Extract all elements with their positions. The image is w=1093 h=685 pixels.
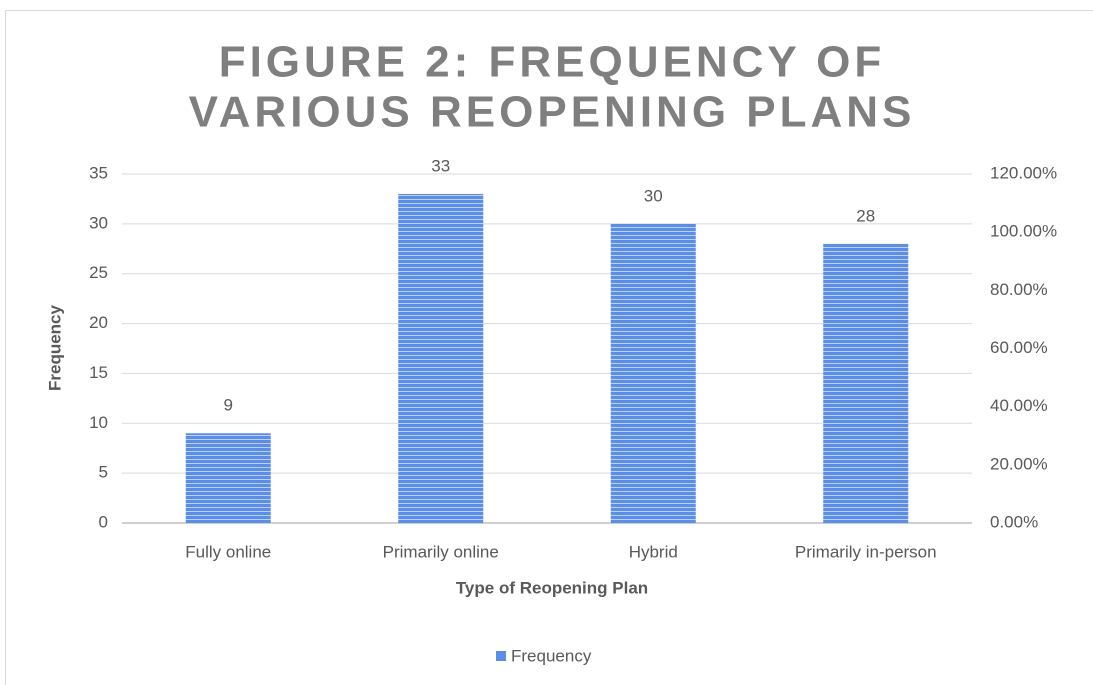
y-tick-label: 20	[89, 313, 108, 332]
x-tick-label: Primarily in-person	[795, 542, 937, 561]
y2-tick-label: 100.00%	[990, 222, 1057, 241]
y2-tick-label: 80.00%	[990, 280, 1048, 299]
y-tick-label: 35	[89, 163, 108, 182]
y-tick-label: 15	[89, 363, 108, 382]
y-tick-label: 10	[89, 413, 108, 432]
data-label: 30	[644, 186, 663, 205]
x-tick-label: Fully online	[185, 542, 271, 561]
y-tick-label: 25	[89, 263, 108, 282]
y2-tick-label: 20.00%	[990, 454, 1048, 473]
data-label: 28	[856, 206, 875, 225]
y-tick-label: 0	[99, 512, 108, 531]
bar	[610, 223, 696, 523]
y-tick-label: 30	[89, 213, 108, 232]
bar	[823, 243, 909, 524]
x-tick-label: Primarily online	[383, 542, 499, 561]
y2-tick-label: 0.00%	[990, 512, 1038, 531]
bar	[185, 433, 271, 523]
data-label: 33	[431, 156, 450, 175]
y2-tick-label: 60.00%	[990, 338, 1048, 357]
data-label: 9	[224, 396, 233, 415]
y2-tick-label: 40.00%	[990, 396, 1048, 415]
y-axis-title: Frequency	[45, 304, 64, 391]
chart-border	[5, 10, 1093, 685]
x-axis-title: Type of Reopening Plan	[456, 578, 648, 597]
chart-title: VARIOUS REOPENING PLANS	[189, 88, 916, 137]
bar	[398, 193, 484, 523]
chart-title: FIGURE 2: FREQUENCY OF	[219, 38, 886, 87]
legend-label: Frequency	[511, 646, 592, 665]
x-tick-label: Hybrid	[629, 542, 678, 561]
legend-swatch	[496, 651, 506, 661]
y-tick-label: 5	[99, 463, 108, 482]
y2-tick-label: 120.00%	[990, 163, 1057, 182]
